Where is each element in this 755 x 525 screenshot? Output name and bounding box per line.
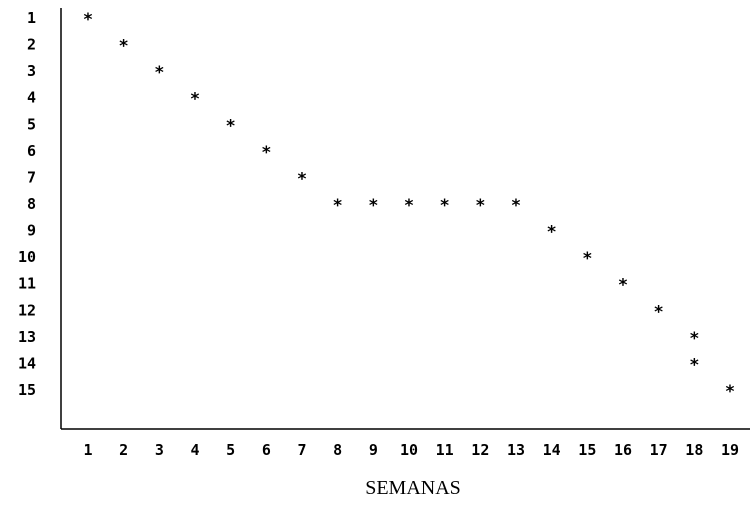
y-tick-label: 13 — [18, 328, 36, 346]
data-point: * — [689, 329, 699, 349]
data-point: * — [475, 196, 485, 216]
y-tick-label: 11 — [18, 275, 36, 293]
y-tick-label: 10 — [18, 248, 36, 266]
x-tick-label: 11 — [436, 441, 454, 459]
x-tick-label: 16 — [614, 441, 632, 459]
x-tick-label: 7 — [297, 441, 306, 459]
y-tick-label: 3 — [27, 62, 36, 80]
data-point: * — [689, 355, 699, 375]
y-tick-label: 15 — [18, 381, 36, 399]
x-tick-label: 1 — [83, 441, 92, 459]
data-point: * — [368, 196, 378, 216]
y-tick-label: 4 — [27, 89, 36, 107]
y-tick-label: 8 — [27, 195, 36, 213]
axes — [60, 8, 750, 430]
data-point: * — [618, 276, 628, 296]
y-tick-label: 12 — [18, 301, 36, 319]
y-tick-label: 1 — [27, 9, 36, 27]
data-point: * — [654, 302, 664, 322]
x-tick-label: 8 — [333, 441, 342, 459]
data-point: * — [725, 382, 735, 402]
data-point: * — [547, 223, 557, 243]
x-tick-label: 15 — [578, 441, 596, 459]
data-point: * — [440, 196, 450, 216]
x-tick-label: 5 — [226, 441, 235, 459]
y-tick-label: 14 — [18, 354, 36, 372]
data-point: * — [119, 37, 129, 57]
data-point: * — [511, 196, 521, 216]
y-tick-label: 2 — [27, 36, 36, 54]
y-tick-label: 7 — [27, 168, 36, 186]
x-tick-label: 18 — [685, 441, 703, 459]
data-point: * — [190, 90, 200, 110]
x-tick-label: 9 — [369, 441, 378, 459]
data-point: * — [83, 10, 93, 30]
data-point: * — [226, 116, 236, 136]
x-tick-label: 14 — [543, 441, 561, 459]
x-tick-labels: 1 2 3 4 5 6 7 8 9 10 11 12 13 14 15 16 17 18 19 — [83, 441, 739, 459]
y-tick-label: 6 — [27, 142, 36, 160]
x-tick-label: 19 — [721, 441, 739, 459]
x-tick-label: 6 — [262, 441, 271, 459]
data-points: * * * * * * * * * * * * * * * * * * * * — [83, 10, 735, 402]
x-tick-label: 3 — [155, 441, 164, 459]
data-point: * — [154, 63, 164, 83]
data-point: * — [261, 143, 271, 163]
x-tick-label: 12 — [471, 441, 489, 459]
x-tick-label: 4 — [190, 441, 199, 459]
x-tick-label: 17 — [650, 441, 668, 459]
y-tick-label: 5 — [27, 115, 36, 133]
x-tick-label: 13 — [507, 441, 525, 459]
y-tick-label: 9 — [27, 222, 36, 240]
data-point: * — [582, 249, 592, 269]
data-point: * — [333, 196, 343, 216]
x-axis-label: SEMANAS — [365, 477, 461, 499]
data-point: * — [297, 169, 307, 189]
x-tick-label: 2 — [119, 441, 128, 459]
x-tick-label: 10 — [400, 441, 418, 459]
data-point: * — [404, 196, 414, 216]
